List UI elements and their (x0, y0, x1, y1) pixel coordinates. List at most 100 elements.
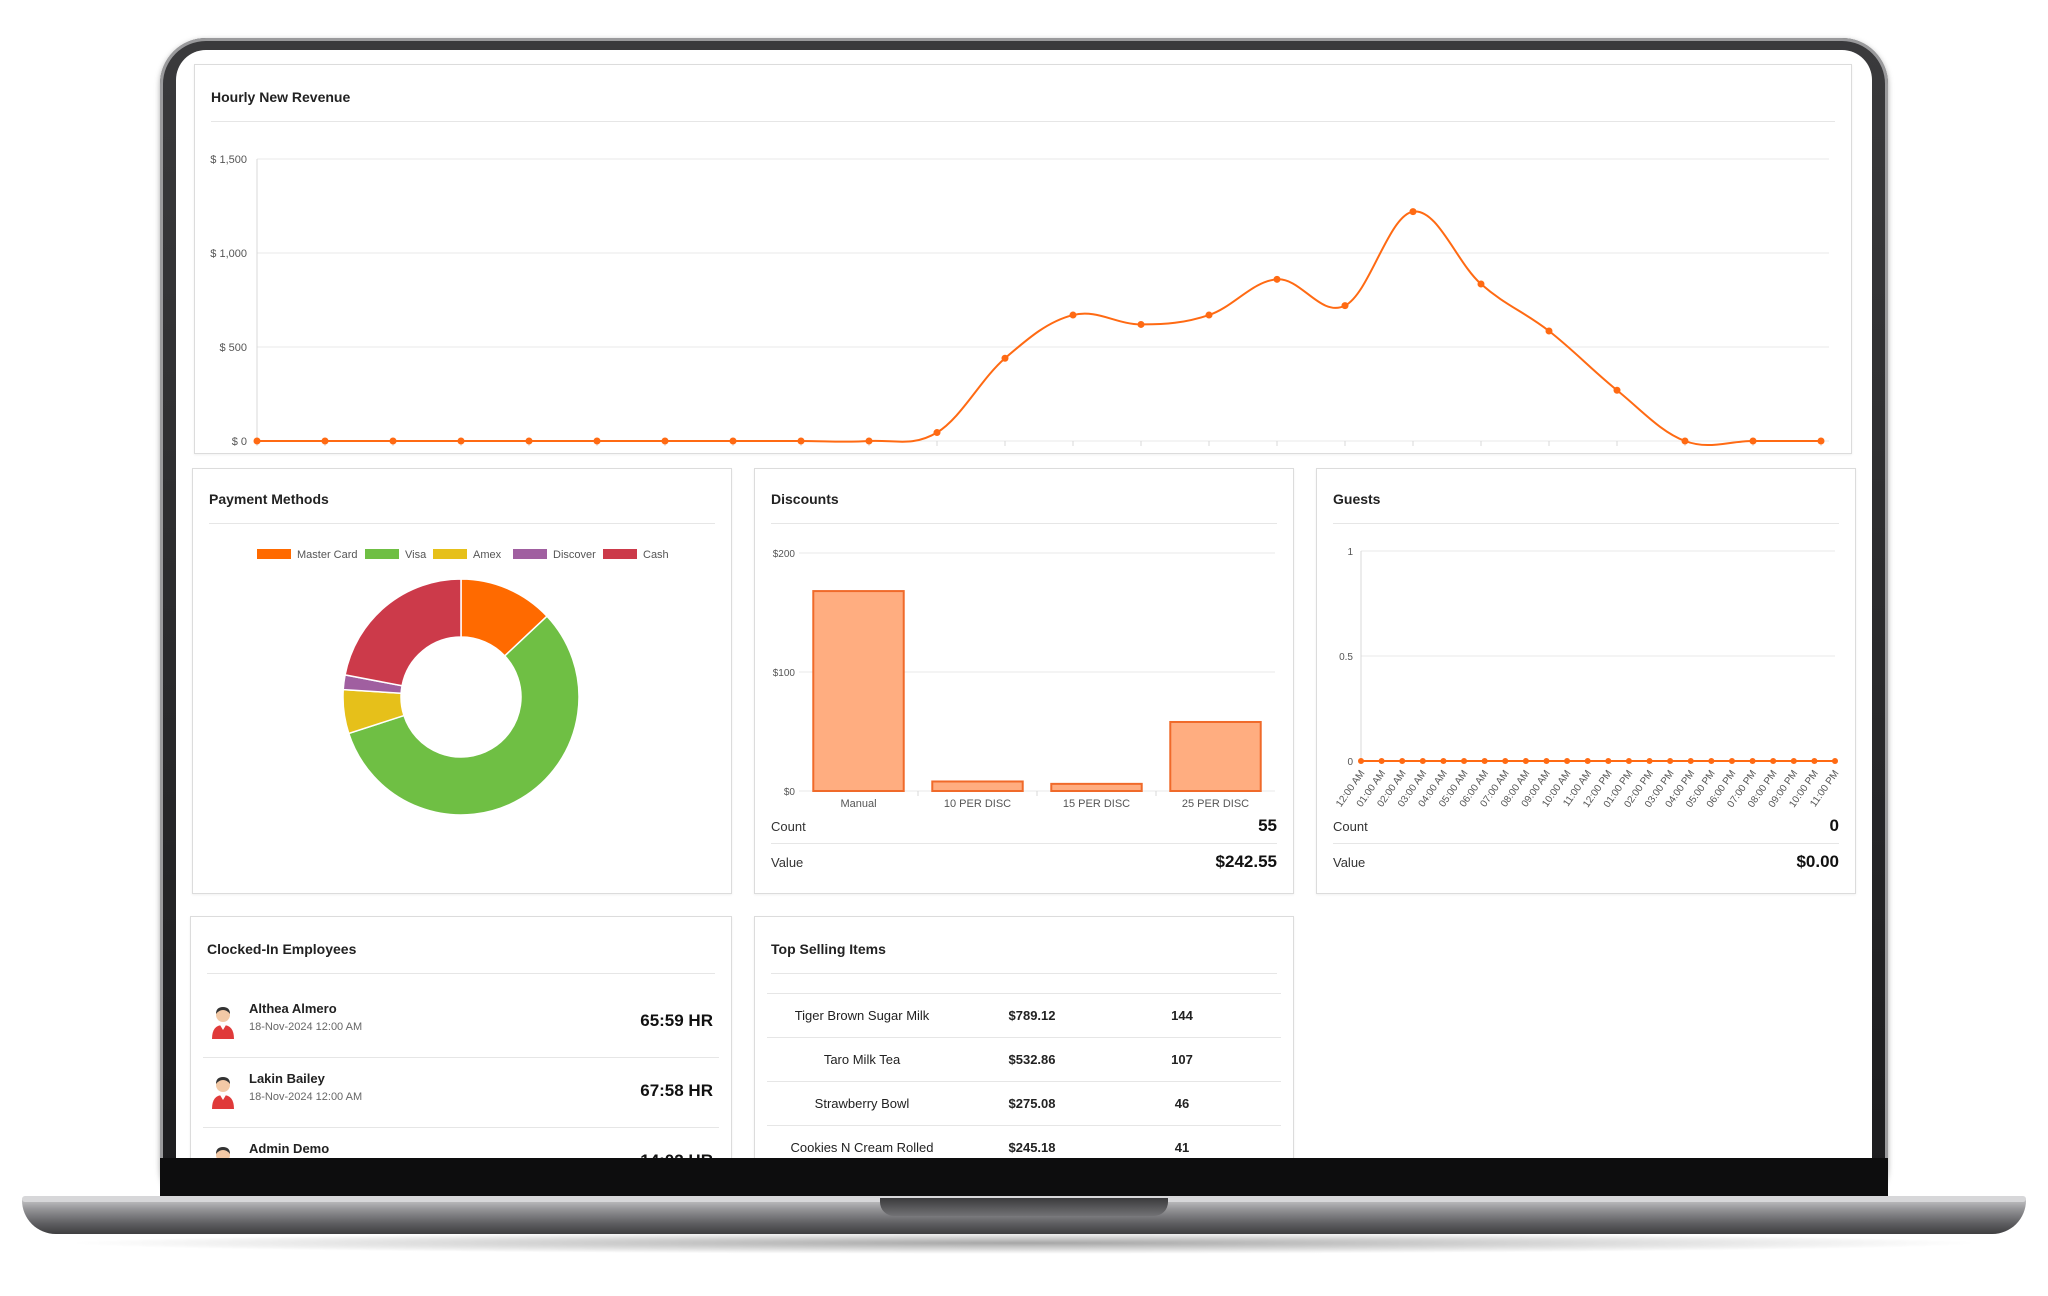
x-tick-label: 05:00 AM (574, 452, 620, 453)
pie-slice (347, 615, 580, 816)
y-tick-label: $ 500 (219, 342, 247, 354)
laptop-notch (880, 1198, 1168, 1216)
x-tick-label: 03:00 PM (1253, 452, 1300, 453)
discount-bar (812, 590, 905, 792)
guests-point (1461, 758, 1468, 764)
y-tick-label: $ 1,000 (210, 248, 247, 260)
legend-label: Discover (553, 549, 596, 561)
discount-bar (931, 780, 1024, 793)
legend-swatch (603, 549, 637, 559)
revenue-point (525, 437, 533, 445)
employee-hours: 65:59 HR (640, 1011, 713, 1030)
employee-row: Lakin Bailey 18-Nov-2024 12:00 AM 67:58 … (203, 1057, 719, 1128)
screen-bottom-bezel (160, 1158, 1888, 1198)
pie-slice (344, 578, 462, 687)
x-tick-label: 10 PER DISC (944, 798, 1011, 809)
table-row: Cookies N Cream Rolled $245.18 41 (767, 1125, 1281, 1158)
avatar (209, 1145, 237, 1158)
revenue-point (1817, 437, 1825, 445)
x-tick-label: 12:00 AM (234, 452, 280, 453)
guests-point (1790, 758, 1797, 764)
guests-point (1440, 758, 1447, 764)
x-tick-label: 08:00 AM (778, 452, 824, 453)
laptop-screen: Hourly New Revenue $ 0 $ 500 $ 1,000 $ 1,50… (176, 50, 1872, 1158)
discounts-chart: $0 $100 $200 Manual 10 PER DISC 15 PER DISC 25… (773, 549, 1275, 809)
guests-point (1687, 758, 1694, 764)
count-value: 0 (1829, 816, 1839, 835)
discount-bar (1050, 782, 1143, 792)
x-tick-label: 25 PER DISC (1182, 798, 1249, 809)
table-row: Strawberry Bowl $275.08 46 (767, 1081, 1281, 1126)
guests-point (1708, 758, 1715, 764)
legend-label: Cash (643, 549, 669, 561)
table-row: Taro Milk Tea $532.86 107 (767, 1037, 1281, 1082)
guests-point (1749, 758, 1756, 764)
revenue-line (257, 210, 1821, 447)
x-tick-label: 01:00 AM (302, 452, 348, 453)
guests-point (1811, 758, 1818, 764)
x-tick-label: 05:00 PM (1389, 452, 1436, 453)
employee-name: Althea Almero (249, 1001, 337, 1016)
x-tick-label: 04:00 PM (1321, 452, 1368, 453)
discount-value-row: Value $242.55 (771, 847, 1277, 877)
revenue-point (729, 437, 737, 445)
card-title: Top Selling Items (771, 941, 886, 957)
employee-row: Althea Almero 18-Nov-2024 12:00 AM 65:59… (203, 987, 719, 1058)
revenue-point (457, 437, 465, 445)
x-tick-label: 10:00 AM (914, 452, 960, 453)
item-revenue: $275.08 (1008, 1096, 1056, 1111)
revenue-point (797, 437, 805, 445)
legend-label: Amex (473, 549, 502, 561)
x-tick-label: 08:00 PM (1593, 452, 1640, 453)
employee-name: Lakin Bailey (249, 1071, 325, 1086)
employee-hours: 14:02 HR (640, 1151, 713, 1158)
employee-name: Admin Demo (249, 1141, 330, 1156)
x-tick-label: 02:00 AM (370, 452, 416, 453)
item-name: Strawberry Bowl (814, 1096, 910, 1111)
employee-row: Admin Demo 14:02 HR (203, 1127, 719, 1158)
x-tick-label: 07:00 AM (710, 452, 756, 453)
guests-point (1522, 758, 1529, 764)
guests-point (1770, 758, 1777, 764)
revenue-point (1477, 280, 1485, 288)
revenue-point (865, 437, 873, 445)
guests-point (1728, 758, 1735, 764)
guest-value-row: Value $0.00 (1333, 847, 1839, 877)
legend-label: Visa (405, 549, 427, 561)
x-tick-label: 09:00 AM (846, 452, 892, 453)
revenue-point (933, 429, 941, 437)
guests-point (1564, 758, 1571, 764)
guests-point (1358, 758, 1364, 764)
guests-point (1481, 758, 1488, 764)
employee-hours: 67:58 HR (640, 1081, 713, 1100)
x-tick-label: 02:00 PM (1185, 452, 1232, 453)
x-tick-label: 12:00 PM (1049, 452, 1096, 453)
payment-methods-card: Payment Methods Master Card Visa Amex Disco… (192, 468, 732, 894)
card-title: Guests (1333, 491, 1381, 507)
card-title: Payment Methods (209, 491, 329, 507)
revenue-point (1137, 320, 1145, 328)
item-name: Cookies N Cream Rolled (790, 1140, 934, 1155)
revenue-point (389, 437, 397, 445)
discount-count-row: Count 55 (771, 811, 1277, 841)
item-quantity: 46 (1174, 1096, 1190, 1111)
payment-methods-chart: Master Card Visa Amex Discover Cash (257, 549, 669, 816)
employee-clock-in-time: 18-Nov-2024 12:00 AM (249, 1091, 363, 1103)
revenue-point (1001, 354, 1009, 362)
guests-point (1419, 758, 1426, 764)
item-quantity: 144 (1171, 1008, 1193, 1023)
x-tick-label: 07:00 PM (1525, 452, 1572, 453)
x-tick-label: 10:00 PM (1729, 452, 1776, 453)
avatar (209, 1075, 237, 1109)
revenue-point (661, 437, 669, 445)
revenue-point (253, 437, 261, 445)
y-tick-label: 1 (1347, 547, 1353, 558)
count-value: 55 (1258, 816, 1277, 835)
x-tick-label: 09:00 PM (1661, 452, 1708, 453)
item-revenue: $245.18 (1008, 1140, 1056, 1155)
guests-point (1543, 758, 1550, 764)
top-selling-items-card: Top Selling Items Tiger Brown Sugar Milk… (754, 916, 1294, 1158)
y-tick-label: $ 0 (232, 436, 247, 448)
revenue-point (1341, 302, 1349, 310)
count-label: Count (1333, 818, 1368, 834)
